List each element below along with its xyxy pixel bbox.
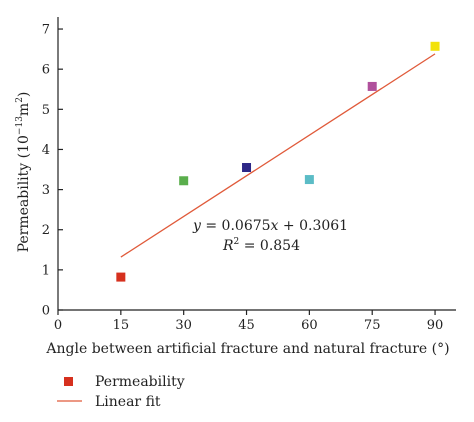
linear-fit-line bbox=[120, 53, 436, 258]
data-point bbox=[367, 81, 377, 91]
x-tick-label: 30 bbox=[175, 318, 192, 333]
r-squared: R2 = 0.854 bbox=[222, 237, 300, 254]
x-tick-label: 90 bbox=[427, 318, 444, 333]
y-tick-label: 5 bbox=[42, 103, 50, 118]
x-ticks: 0 15 30 45 60 75 90 bbox=[54, 310, 443, 333]
y-tick-label: 3 bbox=[42, 183, 50, 198]
data-points bbox=[116, 41, 440, 282]
x-tick-label: 15 bbox=[113, 318, 130, 333]
y-tick-label: 2 bbox=[42, 223, 50, 238]
x-tick-label: 0 bbox=[54, 318, 62, 333]
y-tick-label: 7 bbox=[42, 23, 50, 38]
x-tick-label: 75 bbox=[364, 318, 381, 333]
x-tick-label: 60 bbox=[301, 318, 318, 333]
y-tick-label: 1 bbox=[42, 263, 50, 278]
legend-label-linear-fit: Linear fit bbox=[95, 394, 161, 410]
fit-equation: y = 0.0675x + 0.3061 bbox=[192, 218, 348, 234]
y-tick-label: 4 bbox=[42, 143, 50, 158]
y-tick-label: 0 bbox=[42, 304, 50, 319]
x-axis-label: Angle between artificial fracture and na… bbox=[45, 341, 449, 357]
y-tick-label: 6 bbox=[42, 63, 50, 78]
data-point bbox=[179, 176, 189, 186]
data-point bbox=[116, 272, 126, 282]
x-tick-label: 45 bbox=[238, 318, 255, 333]
legend: Permeability Linear fit bbox=[57, 374, 185, 410]
y-ticks: 0 1 2 3 4 5 6 7 bbox=[42, 23, 63, 319]
legend-marker-permeability bbox=[64, 377, 73, 386]
plot-frame bbox=[57, 17, 456, 311]
data-point bbox=[304, 175, 314, 185]
data-point bbox=[430, 41, 440, 51]
legend-label-permeability: Permeability bbox=[95, 374, 185, 390]
data-point bbox=[242, 163, 252, 173]
y-axis-label: Permeability (10−13m2) bbox=[15, 92, 32, 253]
